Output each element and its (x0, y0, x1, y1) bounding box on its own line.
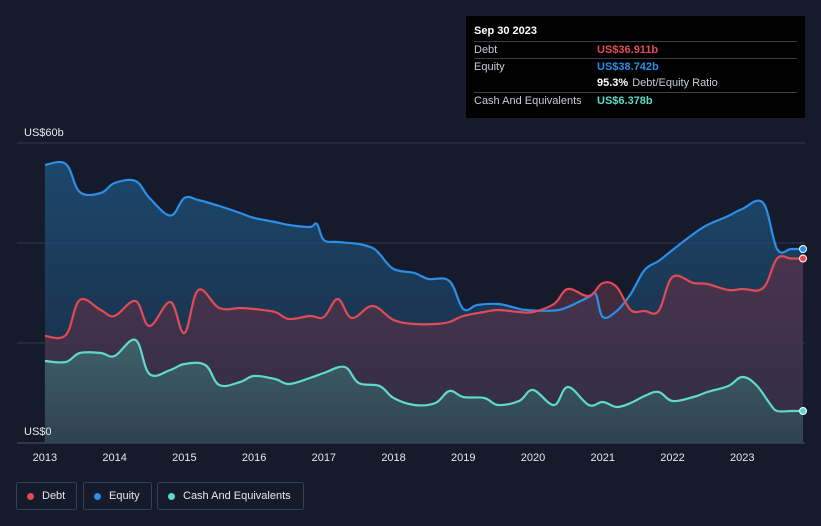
tooltip-cash-value: US$6.378b (597, 95, 653, 107)
legend-cash-label: Cash And Equivalents (183, 490, 291, 502)
x-tick-label-2021: 2021 (591, 452, 615, 464)
cash-and-equivalents-area (44, 339, 803, 443)
tooltip-row-cash: Cash And Equivalents US$6.378b (474, 92, 797, 109)
x-tick-label-2019: 2019 (451, 452, 475, 464)
x-tick-label-2023: 2023 (730, 452, 754, 464)
legend-item-equity[interactable]: Equity (83, 482, 152, 510)
cash-and-equivalents-line (44, 338, 803, 413)
equity-line (44, 160, 803, 320)
tooltip-row-debt: Debt US$36.911b (474, 41, 797, 58)
tooltip-ratio-label: Debt/Equity Ratio (632, 77, 718, 89)
y-axis-top-label: US$60b (24, 127, 64, 139)
x-tick-label-2013: 2013 (33, 452, 57, 464)
y-axis-bottom-label: US$0 (24, 426, 52, 438)
legend-item-debt[interactable]: Debt (16, 482, 77, 510)
tooltip-debt-label: Debt (474, 44, 498, 56)
tooltip-debt-value: US$36.911b (597, 44, 659, 56)
tooltip-equity-value: US$38.742b (597, 61, 659, 73)
x-tick-label-2015: 2015 (172, 452, 196, 464)
x-tick-label-2020: 2020 (521, 452, 545, 464)
legend-equity-label: Equity (109, 490, 140, 502)
debt-endpoint (799, 254, 807, 263)
x-tick-label-2018: 2018 (381, 452, 405, 464)
x-tick-label-2022: 2022 (660, 452, 684, 464)
equity-dot-icon (94, 492, 101, 500)
tooltip-row-ratio: 95.3% Debt/Equity Ratio (474, 75, 797, 92)
debt-line (44, 255, 803, 340)
tooltip-ratio-value: 95.3% (597, 77, 629, 89)
legend-item-cash[interactable]: Cash And Equivalents (157, 482, 304, 510)
cash-and-equivalents-endpoint (799, 407, 807, 415)
tooltip-row-equity: Equity US$38.742b (474, 58, 797, 75)
x-tick-label-2014: 2014 (102, 452, 126, 464)
x-tick-label-2017: 2017 (312, 452, 336, 464)
equity-endpoint (799, 245, 807, 253)
tooltip-equity-label: Equity (474, 61, 505, 73)
x-tick-label-2016: 2016 (242, 452, 266, 464)
cash-dot-icon (168, 492, 175, 500)
tooltip-cash-label: Cash And Equivalents (474, 95, 582, 107)
tooltip-date: Sep 30 2023 (474, 25, 537, 37)
legend-debt-label: Debt (42, 490, 66, 502)
data-tooltip: Sep 30 2023 Debt US$36.911b Equity US$38… (466, 16, 805, 118)
debt-dot-icon (27, 492, 34, 500)
